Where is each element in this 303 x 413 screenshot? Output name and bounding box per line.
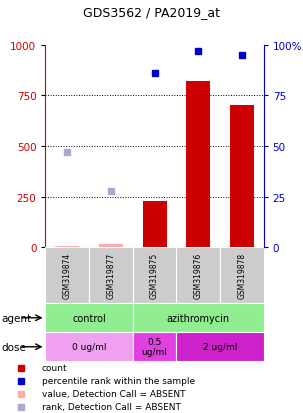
Bar [99,245,123,248]
Text: GSM319878: GSM319878 [237,253,246,299]
Bar [176,248,220,304]
Text: 0 ug/ml: 0 ug/ml [72,342,106,351]
Text: 2 ug/ml: 2 ug/ml [203,342,237,351]
Bar [89,248,133,304]
Bar [133,332,176,361]
Text: control: control [72,313,106,323]
Text: azithromycin: azithromycin [167,313,230,323]
Text: GDS3562 / PA2019_at: GDS3562 / PA2019_at [83,6,220,19]
Bar [55,247,79,248]
Text: value, Detection Call = ABSENT: value, Detection Call = ABSENT [42,389,185,398]
Bar [142,201,167,248]
Text: dose: dose [2,342,26,352]
Text: 0.5
ug/ml: 0.5 ug/ml [142,337,168,356]
Bar [45,332,133,361]
Text: rank, Detection Call = ABSENT: rank, Detection Call = ABSENT [42,402,181,411]
Text: GSM319876: GSM319876 [194,253,203,299]
Text: agent: agent [2,313,32,323]
Bar [176,332,264,361]
Bar [133,248,176,304]
Text: count: count [42,363,67,372]
Text: GSM319874: GSM319874 [63,253,72,299]
Bar [45,304,133,332]
Bar [45,248,89,304]
Bar [230,106,254,248]
Bar [186,82,210,248]
Text: GSM319877: GSM319877 [106,253,115,299]
Text: GSM319875: GSM319875 [150,253,159,299]
Text: percentile rank within the sample: percentile rank within the sample [42,376,195,385]
Bar [133,304,264,332]
Bar [220,248,264,304]
